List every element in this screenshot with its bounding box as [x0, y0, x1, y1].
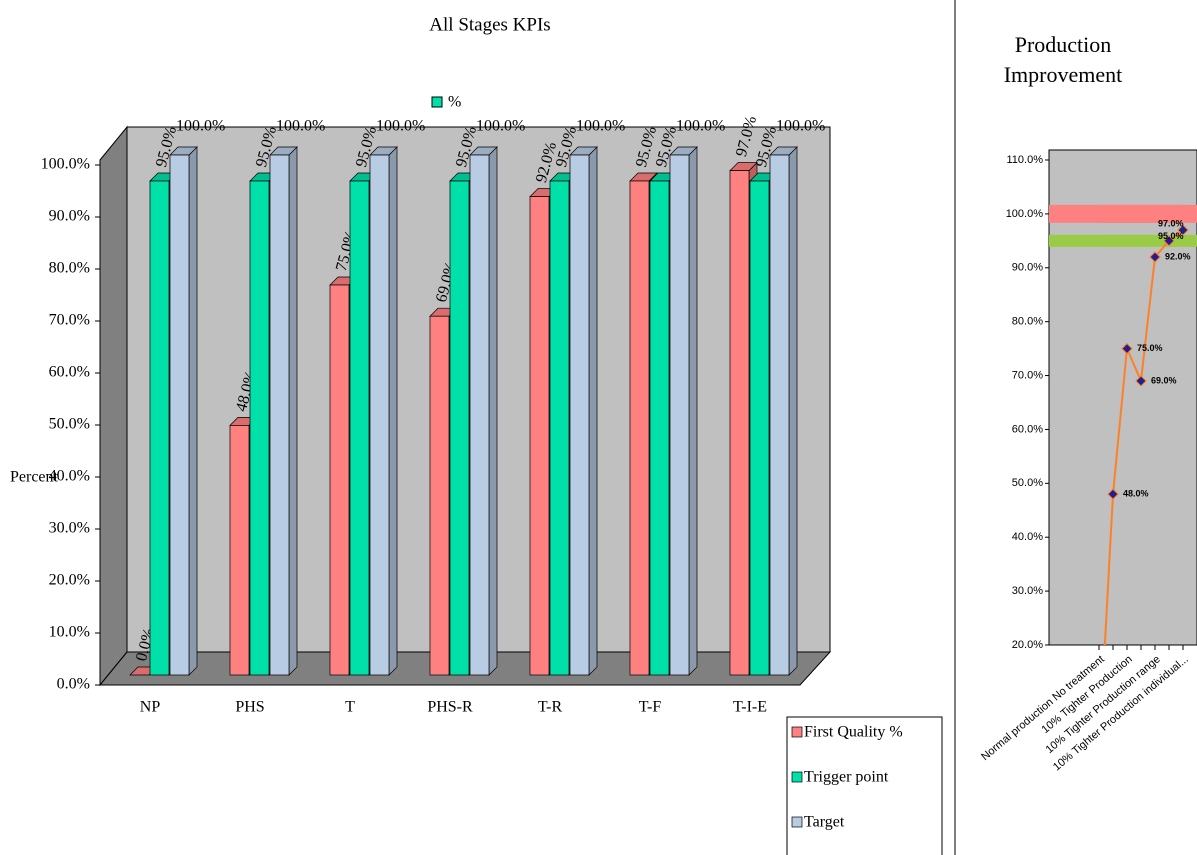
- y-tick-label: 10.0%: [49, 624, 90, 641]
- legend-label: First Quality %: [804, 724, 903, 741]
- bar: [229, 425, 250, 676]
- bar: [449, 180, 470, 676]
- annotation: %: [448, 94, 461, 111]
- chart-title: All Stages KPIs: [429, 14, 550, 35]
- y-tick-label: 90.0%: [1012, 262, 1043, 274]
- bar-side: [788, 146, 798, 676]
- y-tick-label: 70.0%: [1012, 369, 1043, 381]
- data-label: 48.0%: [1123, 488, 1149, 498]
- data-label: 100.0%: [576, 118, 625, 135]
- bar: [349, 180, 370, 676]
- kpi-chart: All Stages KPIs % Percent 0.0% 10.0% 20.0%…: [10, 14, 943, 855]
- bar: [149, 180, 170, 676]
- x-tick-label: NP: [140, 699, 161, 716]
- title: Production: [1015, 32, 1112, 57]
- bar: [329, 284, 350, 676]
- bar: [169, 154, 190, 676]
- data-label: 100.0%: [476, 118, 525, 135]
- y-tick-label: 30.0%: [1012, 585, 1043, 597]
- bar-side: [688, 146, 698, 676]
- marker: [1121, 342, 1133, 355]
- x-tick-label: T-R: [538, 699, 563, 716]
- legend-swatch: [791, 816, 803, 828]
- data-label: 75.0%: [1137, 343, 1163, 353]
- title-line: Improvement: [1004, 62, 1123, 87]
- y-tick-label: 80.0%: [49, 260, 90, 277]
- data-label: 100.0%: [676, 118, 725, 135]
- bar-side: [488, 146, 498, 676]
- y-tick-label: 50.0%: [49, 416, 90, 433]
- bar-side: [288, 146, 298, 676]
- data-label: 100.0%: [176, 118, 225, 135]
- marker: [1135, 375, 1147, 387]
- x-tick-label: T: [345, 699, 355, 716]
- y-tick-label: 100.0%: [41, 156, 90, 173]
- y-axis-title: Percent: [10, 469, 59, 486]
- bar: [749, 180, 770, 676]
- y-tick-label: 110.0%: [1007, 154, 1044, 166]
- y-tick-label: 30.0%: [49, 520, 90, 537]
- marker: [1177, 224, 1189, 236]
- data-label: 92.0%: [1165, 251, 1191, 261]
- marker: [1163, 235, 1175, 247]
- legend-label: Target: [804, 814, 845, 831]
- y-tick-label: 50.0%: [1012, 477, 1043, 489]
- chart-title: Production Improvement: [1004, 32, 1123, 87]
- y-tick-label: 0.0%: [57, 676, 90, 693]
- y-tick-label: 40.0%: [1012, 531, 1043, 543]
- legend-swatch: [791, 726, 803, 738]
- y-tick-label: 80.0%: [1012, 316, 1043, 328]
- data-label: 100.0%: [376, 118, 425, 135]
- legend-swatch: [431, 96, 443, 108]
- marker: [1149, 251, 1161, 263]
- bar: [629, 180, 650, 676]
- plot-clip: [1049, 204, 1197, 645]
- x-tick-label: T-I-E: [733, 699, 767, 716]
- y-tick-label: 40.0%: [49, 468, 90, 485]
- data-label: 95.0%: [1158, 231, 1184, 241]
- improvement-chart: Production Improvement 20.0% 30.0% 40.0% 50.…: [979, 32, 1197, 773]
- y-tick-label: 70.0%: [49, 312, 90, 329]
- bar: [549, 180, 570, 676]
- side-wall: [99, 125, 128, 687]
- data-label: 100.0%: [276, 118, 325, 135]
- bar-side: [188, 146, 198, 676]
- y-tick-label: 20.0%: [49, 572, 90, 589]
- legend-label: Trigger point: [804, 769, 889, 786]
- bar: [429, 315, 450, 676]
- bar: [769, 154, 790, 676]
- data-label: 100.0%: [776, 118, 825, 135]
- x-tick-label: PHS-R: [427, 699, 473, 716]
- bar: [529, 196, 550, 676]
- y-tick-label: 100.0%: [1006, 208, 1044, 220]
- data-label: 69.0%: [1151, 375, 1177, 385]
- y-tick-label: 90.0%: [49, 208, 90, 225]
- bar: [649, 180, 670, 676]
- bar: [269, 154, 290, 676]
- legend: [786, 716, 943, 855]
- y-tick-label: 60.0%: [1012, 423, 1043, 435]
- legend-swatch: [791, 771, 803, 783]
- bar: [469, 154, 490, 676]
- x-tick-label: T-F: [639, 699, 662, 716]
- data-label: 97.0%: [1158, 218, 1184, 228]
- bar: [729, 170, 750, 676]
- bar: [569, 154, 590, 676]
- y-tick-label: 20.0%: [1012, 639, 1043, 651]
- y-tick-label: 60.0%: [49, 364, 90, 381]
- marker: [1107, 488, 1119, 500]
- x-tick-label: PHS: [235, 699, 264, 716]
- bar-side: [588, 146, 598, 676]
- bar: [249, 180, 270, 676]
- bar-side: [388, 146, 398, 676]
- bar: [369, 154, 390, 676]
- bar: [669, 154, 690, 676]
